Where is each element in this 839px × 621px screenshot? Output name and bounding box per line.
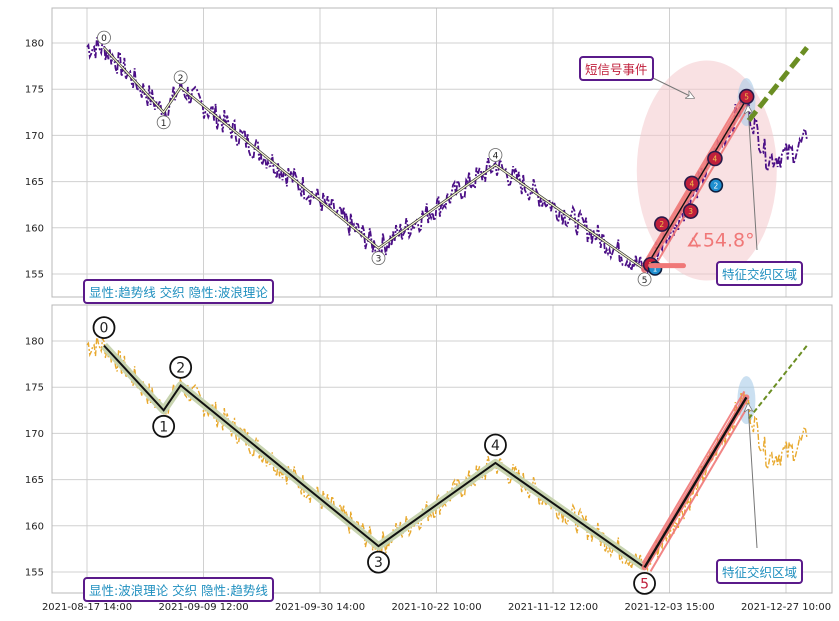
wave-point-label: 3: [374, 555, 383, 571]
top-legend-box: 显性:趋势线 交织 隐性:波浪理论: [83, 279, 274, 304]
trend-line-mid: [641, 390, 746, 564]
wave-point-marker: [633, 571, 656, 595]
wave-point-label: 2: [178, 74, 184, 84]
y-tick-label: 180: [25, 337, 44, 348]
price-series-line: [86, 335, 808, 572]
signal-point-label: 4: [713, 155, 718, 164]
wave-point-marker: [637, 272, 652, 287]
wave-point-marker: [156, 115, 171, 130]
y-tick-label: 155: [25, 270, 44, 281]
y-tick-label: 160: [25, 521, 44, 532]
angle-label: ∡54.8°: [686, 229, 755, 251]
trend-line-lower: [649, 404, 750, 572]
grid: [52, 305, 832, 593]
bottom-zone-label-box: 特征交织区域: [716, 559, 804, 584]
event-label-text: 短信号事件: [585, 62, 648, 77]
x-tick-label: 2021-10-22 10:00: [391, 602, 481, 613]
signal-point-marker: [684, 175, 700, 192]
bottom-legend-box: 显性:波浪理论 交织 隐性:趋势线: [83, 577, 274, 602]
event-arrow: [652, 77, 694, 98]
y-tick-label: 160: [25, 223, 44, 234]
forecast-line: [747, 344, 808, 420]
wave-point-marker: [488, 148, 503, 162]
y-tick-label: 175: [25, 383, 44, 394]
y-tick-label: 175: [25, 85, 44, 96]
x-tick-label: 2021-09-09 12:00: [158, 602, 248, 613]
wave-point-label: 0: [101, 34, 107, 44]
wave-point-label: 3: [376, 255, 382, 265]
wave-point-label: 2: [176, 360, 185, 376]
signal-point-marker: [682, 203, 699, 219]
bottom-zone-label-text: 特征交织区域: [722, 565, 798, 580]
signal-point-label: 4: [689, 179, 694, 188]
wave-line: [103, 47, 645, 270]
trend-core-line: [643, 396, 748, 568]
plot-body: [86, 335, 808, 572]
forecast-line: [746, 46, 809, 123]
blue-point-label: 1: [653, 264, 658, 273]
y-tick-label: 155: [25, 568, 44, 579]
x-tick-label: 2021-12-03 15:00: [624, 602, 714, 613]
wave-point-marker: [97, 30, 111, 45]
x-tick-label: 2021-12-27 10:00: [741, 602, 831, 613]
x-tick-label: 2021-09-30 14:00: [275, 602, 365, 613]
signal-point-marker: [738, 88, 755, 105]
bottom-legend-text: 显性:波浪理论 交织 隐性:趋势线: [89, 583, 268, 598]
wave-point-label: 4: [493, 151, 499, 161]
blue-point-label: 2: [713, 181, 718, 190]
price-series-line: [86, 36, 808, 275]
wave-point-marker: [371, 251, 386, 266]
wave-point-marker: [173, 70, 188, 85]
top-zone-label-text: 特征交织区域: [722, 267, 798, 282]
signal-point-label: 5: [744, 93, 749, 102]
signal-point-label: 2: [659, 220, 664, 229]
plot-frame: [51, 304, 833, 594]
zone-arrow: [748, 404, 758, 549]
wave-line: [103, 344, 646, 569]
bottom-panel: 155 160 165 170 175 180 0 1 2 3 4 5 2021-08-17 14:00…: [25, 304, 833, 613]
y-tick-label: 165: [25, 177, 44, 188]
trend-line-lower: [649, 106, 750, 274]
x-tick-label: 2021-11-12 12:00: [508, 602, 598, 613]
wave-point-marker: [152, 414, 176, 438]
wave-shadow-line: [101, 342, 647, 571]
wave-point-marker: [169, 355, 193, 379]
event-label-box: 短信号事件: [579, 56, 654, 81]
wave-point-label: 1: [161, 119, 167, 129]
y-tick-label: 170: [25, 429, 44, 440]
wave-point-marker: [92, 316, 116, 340]
top-legend-text: 显性:趋势线 交织 隐性:波浪理论: [89, 285, 268, 300]
wave-point-marker: [367, 550, 390, 574]
blue-point-marker: [708, 177, 724, 193]
wave-point-label: 4: [491, 438, 500, 454]
zone-arrow: [748, 106, 758, 251]
signal-point-label: 3: [688, 207, 693, 216]
wave-point-label: 5: [640, 576, 649, 592]
x-tick-label: 2021-08-17 14:00: [42, 602, 132, 613]
wave-point-label: 5: [642, 276, 648, 286]
wave-point-marker: [484, 433, 507, 457]
wave-point-label: 0: [100, 321, 109, 337]
signal-point-marker: [654, 216, 670, 232]
y-tick-label: 170: [25, 131, 44, 142]
y-tick-label: 165: [25, 475, 44, 486]
y-tick-label: 180: [25, 39, 44, 50]
grid: [52, 8, 832, 297]
top-zone-label-box: 特征交织区域: [716, 261, 804, 286]
signal-point-marker: [707, 150, 723, 167]
plot-frame: [51, 7, 833, 298]
wave-point-label: 1: [159, 419, 168, 435]
